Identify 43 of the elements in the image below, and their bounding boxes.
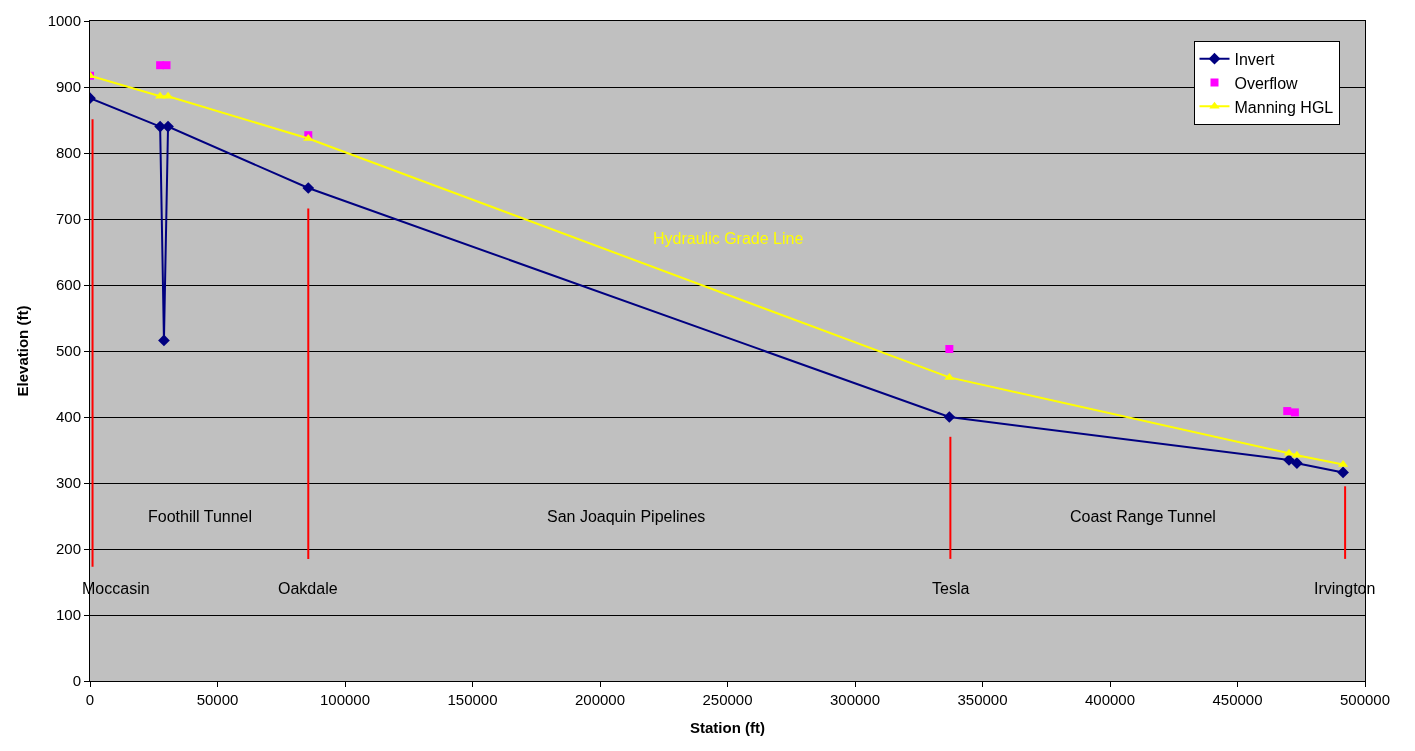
y-tick-label: 600 bbox=[55, 276, 81, 294]
point bbox=[1337, 466, 1349, 479]
x-tick-label: 150000 bbox=[447, 691, 498, 708]
x-tick-label: 0 bbox=[85, 691, 95, 708]
legend-label: Overflow bbox=[1234, 74, 1299, 92]
y-tick-label: 500 bbox=[55, 342, 81, 360]
x-tick-label: 450000 bbox=[1212, 691, 1263, 708]
point bbox=[158, 334, 170, 347]
annotation: Coast Range Tunnel bbox=[1070, 508, 1216, 525]
x-tick-label: 100000 bbox=[319, 691, 371, 708]
annotation: Foothill Tunnel bbox=[148, 508, 253, 525]
point bbox=[943, 411, 956, 423]
x-axis-title: Station (ft) bbox=[690, 719, 765, 736]
point bbox=[944, 372, 955, 380]
annotation: Tesla bbox=[932, 580, 970, 597]
x-tick-label: 350000 bbox=[957, 691, 1008, 708]
x-tick-label: 400000 bbox=[1084, 691, 1136, 708]
y-tick-label: 700 bbox=[55, 210, 81, 228]
legend-label: Invert bbox=[1234, 50, 1276, 68]
point bbox=[1290, 408, 1299, 417]
x-tick-label: 250000 bbox=[702, 691, 753, 708]
point bbox=[1291, 457, 1303, 470]
y-tick-label: 800 bbox=[55, 144, 81, 162]
y-axis-title: Elevation (ft) bbox=[13, 305, 31, 397]
x-tick-label: 500000 bbox=[1339, 691, 1391, 708]
x-tick-label: 50000 bbox=[196, 691, 239, 708]
x-tick-label: 200000 bbox=[574, 691, 626, 708]
x-tick-label: 300000 bbox=[829, 691, 881, 708]
annotation: San Joaquin Pipelines bbox=[547, 508, 706, 525]
point bbox=[302, 182, 315, 194]
y-tick-label: 200 bbox=[55, 540, 81, 558]
point bbox=[1283, 407, 1292, 416]
y-tick-label: 300 bbox=[55, 474, 81, 492]
annotation: Hydraulic Grade Line bbox=[653, 230, 804, 247]
y-tick-label: 1000 bbox=[47, 12, 81, 30]
y-tick-label: 0 bbox=[72, 672, 81, 690]
point bbox=[945, 345, 954, 354]
y-tick-label: 900 bbox=[55, 78, 81, 96]
y-tick-label: 400 bbox=[55, 408, 81, 426]
y-tick-label: 100 bbox=[55, 606, 81, 624]
legend-label: Manning HGL bbox=[1234, 98, 1334, 116]
point bbox=[162, 61, 171, 70]
annotation: Oakdale bbox=[278, 580, 338, 597]
